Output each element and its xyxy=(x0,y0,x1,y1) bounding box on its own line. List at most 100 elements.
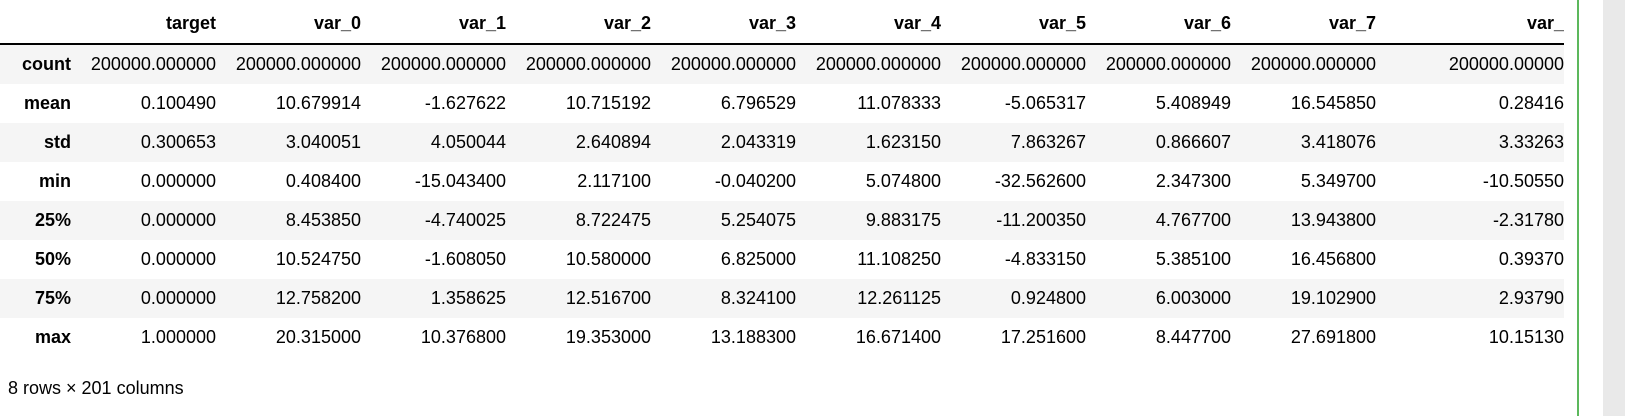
row-label: 25% xyxy=(34,210,71,230)
table-cell: 27.691800 xyxy=(1290,327,1376,347)
table-cell: 200000.000000 xyxy=(525,54,651,74)
table-cell: 200000.000000 xyxy=(960,54,1086,74)
dataframe-shape-summary: 8 rows × 201 columns xyxy=(8,378,184,398)
table-cell: 13.943800 xyxy=(1290,210,1376,230)
dataframe-body: count 200000.000000 200000.000000 200000.00… xyxy=(0,44,1564,357)
table-cell: 12.261125 xyxy=(857,288,941,308)
table-cell: 8.324100 xyxy=(720,288,796,308)
column-header: var_1 xyxy=(365,1,510,45)
table-cell: -10.50550 xyxy=(1482,171,1564,191)
table-cell: 6.003000 xyxy=(1155,288,1231,308)
table-cell: 0.300653 xyxy=(140,132,216,152)
table-row: std 0.300653 3.040051 4.050044 2.640894 2.043… xyxy=(0,123,1564,162)
table-cell: 4.767700 xyxy=(1155,210,1231,230)
row-label: max xyxy=(34,327,71,347)
table-row: min 0.000000 0.408400 -15.043400 2.117100 -0.… xyxy=(0,162,1564,201)
table-cell: -1.608050 xyxy=(424,249,506,269)
table-row: count 200000.000000 200000.000000 200000.00… xyxy=(0,44,1564,84)
table-cell: 17.251600 xyxy=(1000,327,1086,347)
column-header: var_5 xyxy=(945,1,1090,45)
table-cell: -4.740025 xyxy=(424,210,506,230)
table-cell: 3.040051 xyxy=(285,132,361,152)
table-cell: 10.715192 xyxy=(565,93,651,113)
table-cell: 9.883175 xyxy=(865,210,941,230)
table-cell: 13.188300 xyxy=(710,327,796,347)
notebook-cell-border xyxy=(1577,0,1579,416)
table-cell: 11.108250 xyxy=(857,249,941,269)
row-label: count xyxy=(22,54,71,74)
column-header: var_0 xyxy=(220,1,365,45)
table-cell: 1.000000 xyxy=(140,327,216,347)
table-cell: 8.453850 xyxy=(285,210,361,230)
table-cell: 4.050044 xyxy=(430,132,506,152)
table-row: mean 0.100490 10.679914 -1.627622 10.715192 6… xyxy=(0,84,1564,123)
table-cell: 5.408949 xyxy=(1155,93,1231,113)
table-cell: 200000.000000 xyxy=(670,54,796,74)
table-cell: 19.102900 xyxy=(1290,288,1376,308)
table-cell: 5.074800 xyxy=(865,171,941,191)
table-cell: 20.315000 xyxy=(275,327,361,347)
table-cell: 200000.000000 xyxy=(235,54,361,74)
column-header: var_2 xyxy=(510,1,655,45)
table-cell: 3.33263 xyxy=(1498,132,1564,152)
table-cell: 0.866607 xyxy=(1155,132,1231,152)
row-label: min xyxy=(38,171,71,191)
table-cell: 10.15130 xyxy=(1488,327,1564,347)
table-cell: 6.796529 xyxy=(720,93,796,113)
table-cell: 19.353000 xyxy=(565,327,651,347)
table-cell: -0.040200 xyxy=(714,171,796,191)
table-cell: -32.562600 xyxy=(994,171,1086,191)
table-cell: 16.671400 xyxy=(855,327,941,347)
table-cell: 1.623150 xyxy=(865,132,941,152)
table-cell: 12.758200 xyxy=(275,288,361,308)
dataframe-output-scroll-area[interactable]: target var_0 var_1 var_2 var_3 var_4 var_5 var_… xyxy=(0,0,1564,360)
header-row: target var_0 var_1 var_2 var_3 var_4 var_5 var_… xyxy=(0,1,1564,45)
table-cell: 2.117100 xyxy=(577,171,651,191)
table-cell: 200000.00000 xyxy=(1448,54,1564,74)
table-cell: 8.447700 xyxy=(1155,327,1231,347)
column-header: var_7 xyxy=(1235,1,1380,45)
dataframe-table: target var_0 var_1 var_2 var_3 var_4 var_5 var_… xyxy=(0,1,1564,357)
column-header: var_4 xyxy=(800,1,945,45)
table-cell: 0.000000 xyxy=(140,171,216,191)
table-cell: 11.078333 xyxy=(857,93,941,113)
page-gutter xyxy=(1603,0,1625,416)
table-cell: 2.347300 xyxy=(1155,171,1231,191)
table-cell: 16.456800 xyxy=(1290,249,1376,269)
table-cell: -15.043400 xyxy=(414,171,506,191)
table-cell: 0.39370 xyxy=(1498,249,1564,269)
table-cell: 200000.000000 xyxy=(1250,54,1376,74)
table-cell: 0.000000 xyxy=(140,249,216,269)
dataframe-header: target var_0 var_1 var_2 var_3 var_4 var_5 var_… xyxy=(0,1,1564,45)
row-label: std xyxy=(44,132,71,152)
table-row: 75% 0.000000 12.758200 1.358625 12.516700 8.3… xyxy=(0,279,1564,318)
row-label: mean xyxy=(23,93,71,113)
table-cell: -4.833150 xyxy=(1004,249,1086,269)
table-cell: 0.000000 xyxy=(140,210,216,230)
table-cell: 2.93790 xyxy=(1498,288,1564,308)
table-cell: 6.825000 xyxy=(720,249,796,269)
table-cell: -5.065317 xyxy=(1004,93,1086,113)
table-cell: -11.200350 xyxy=(996,210,1086,230)
table-cell: 200000.000000 xyxy=(815,54,941,74)
table-row: 25% 0.000000 8.453850 -4.740025 8.722475 5.25… xyxy=(0,201,1564,240)
table-cell: 12.516700 xyxy=(565,288,651,308)
column-header: var_ xyxy=(1380,1,1564,45)
table-cell: 5.349700 xyxy=(1300,171,1376,191)
table-cell: 0.408400 xyxy=(285,171,361,191)
table-cell: -1.627622 xyxy=(424,93,506,113)
table-cell: 0.000000 xyxy=(140,288,216,308)
table-cell: 2.640894 xyxy=(575,132,651,152)
table-cell: 10.580000 xyxy=(565,249,651,269)
table-cell: 0.100490 xyxy=(140,93,216,113)
table-row: max 1.000000 20.315000 10.376800 19.353000 13… xyxy=(0,318,1564,357)
table-cell: -2.31780 xyxy=(1492,210,1564,230)
table-cell: 8.722475 xyxy=(575,210,651,230)
table-cell: 5.254075 xyxy=(720,210,796,230)
table-cell: 5.385100 xyxy=(1155,249,1231,269)
table-cell: 0.924800 xyxy=(1010,288,1086,308)
table-cell: 1.358625 xyxy=(430,288,506,308)
table-cell: 0.28416 xyxy=(1498,93,1564,113)
table-cell: 200000.000000 xyxy=(90,54,216,74)
table-cell: 3.418076 xyxy=(1300,132,1376,152)
